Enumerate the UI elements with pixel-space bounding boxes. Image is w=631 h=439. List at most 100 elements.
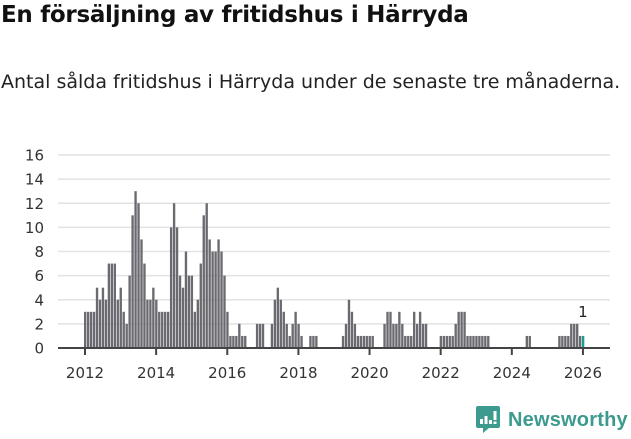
bar	[95, 287, 99, 348]
bar	[235, 335, 238, 348]
bar	[178, 275, 182, 349]
bar	[288, 335, 291, 348]
bar	[389, 311, 392, 348]
bar	[487, 335, 490, 348]
bar	[383, 323, 386, 349]
bar	[276, 287, 280, 348]
bar	[84, 311, 87, 348]
bar	[131, 215, 134, 348]
bar	[407, 335, 410, 348]
bar	[401, 323, 404, 349]
bar	[214, 251, 217, 348]
bar	[421, 323, 425, 349]
bar	[460, 311, 463, 348]
bar	[418, 311, 422, 348]
y-tick-label: 4	[34, 291, 44, 309]
bar	[445, 335, 448, 348]
bar	[158, 311, 161, 348]
bar	[261, 323, 265, 349]
x-tick-label: 2024	[493, 364, 531, 382]
bar	[484, 335, 487, 348]
bar	[442, 335, 445, 348]
bar	[92, 311, 96, 348]
bar	[223, 275, 226, 349]
bar	[187, 275, 191, 349]
bar	[196, 299, 199, 348]
bar	[279, 299, 282, 348]
bar	[567, 335, 570, 348]
annotation-label: 1	[578, 303, 588, 321]
bar	[386, 311, 389, 348]
bar	[110, 263, 114, 348]
bar	[350, 311, 354, 348]
chart-subtitle: Antal sålda fritidshus i Härryda under d…	[1, 71, 621, 93]
x-axis: 2012 2014 2016 2018 2020 2022 2024 2026	[58, 347, 610, 382]
bar	[273, 299, 277, 348]
bar	[424, 323, 428, 349]
bar	[368, 335, 371, 348]
bar	[528, 335, 531, 348]
brand-name: Newsworthy	[508, 408, 628, 431]
bar	[98, 299, 102, 348]
x-tick-label: 2026	[564, 364, 602, 382]
bar	[297, 323, 300, 349]
bar	[451, 335, 454, 348]
bar	[164, 311, 167, 348]
bar	[578, 335, 582, 348]
bar	[89, 311, 93, 348]
bar	[466, 335, 469, 348]
bar	[86, 311, 90, 348]
bar	[356, 335, 360, 348]
bar	[365, 335, 368, 348]
bar	[220, 251, 223, 348]
bar	[146, 299, 149, 348]
y-tick-label: 10	[25, 219, 44, 237]
bar	[211, 251, 214, 348]
bar	[309, 335, 312, 348]
bar	[244, 335, 247, 348]
y-tick-label: 8	[34, 243, 44, 261]
bar	[119, 287, 122, 348]
bar	[398, 311, 401, 348]
bar-chart-speech-bubble-icon	[476, 406, 500, 434]
bar	[258, 323, 262, 349]
bar	[107, 263, 111, 348]
bar	[561, 335, 564, 348]
bar	[122, 311, 125, 348]
bar	[576, 323, 579, 349]
bar	[229, 335, 232, 348]
bar	[193, 311, 197, 348]
bar	[454, 323, 457, 349]
bar	[558, 335, 561, 348]
bar	[469, 335, 472, 348]
bar	[184, 251, 188, 348]
x-tick-label: 2014	[137, 364, 175, 382]
bar	[226, 311, 229, 348]
bar	[463, 311, 466, 348]
y-axis-labels: 0 2 4 6 8 10 12 14 16	[25, 147, 44, 358]
bar	[457, 311, 460, 348]
bar	[371, 335, 374, 348]
bar	[570, 323, 573, 349]
bar	[564, 335, 567, 348]
bar	[410, 335, 413, 348]
highlighted-bar	[581, 335, 585, 348]
x-tick-label: 2012	[66, 364, 104, 382]
bar	[175, 227, 179, 349]
bar	[478, 335, 481, 348]
bar	[291, 323, 294, 349]
y-tick-label: 16	[25, 147, 44, 165]
bar	[166, 311, 170, 348]
y-tick-label: 2	[34, 315, 44, 333]
bar-chart: 0 2 4 6 8 10 12 14 16 2012 2014 2016 2018 2020 2022 20…	[0, 140, 631, 390]
bar	[359, 335, 363, 348]
bar	[199, 263, 202, 348]
bar	[152, 287, 155, 348]
bar	[217, 239, 220, 348]
bar	[104, 299, 108, 348]
bar	[190, 275, 194, 349]
bar	[181, 287, 185, 348]
bar	[140, 239, 143, 348]
bar	[143, 263, 146, 348]
